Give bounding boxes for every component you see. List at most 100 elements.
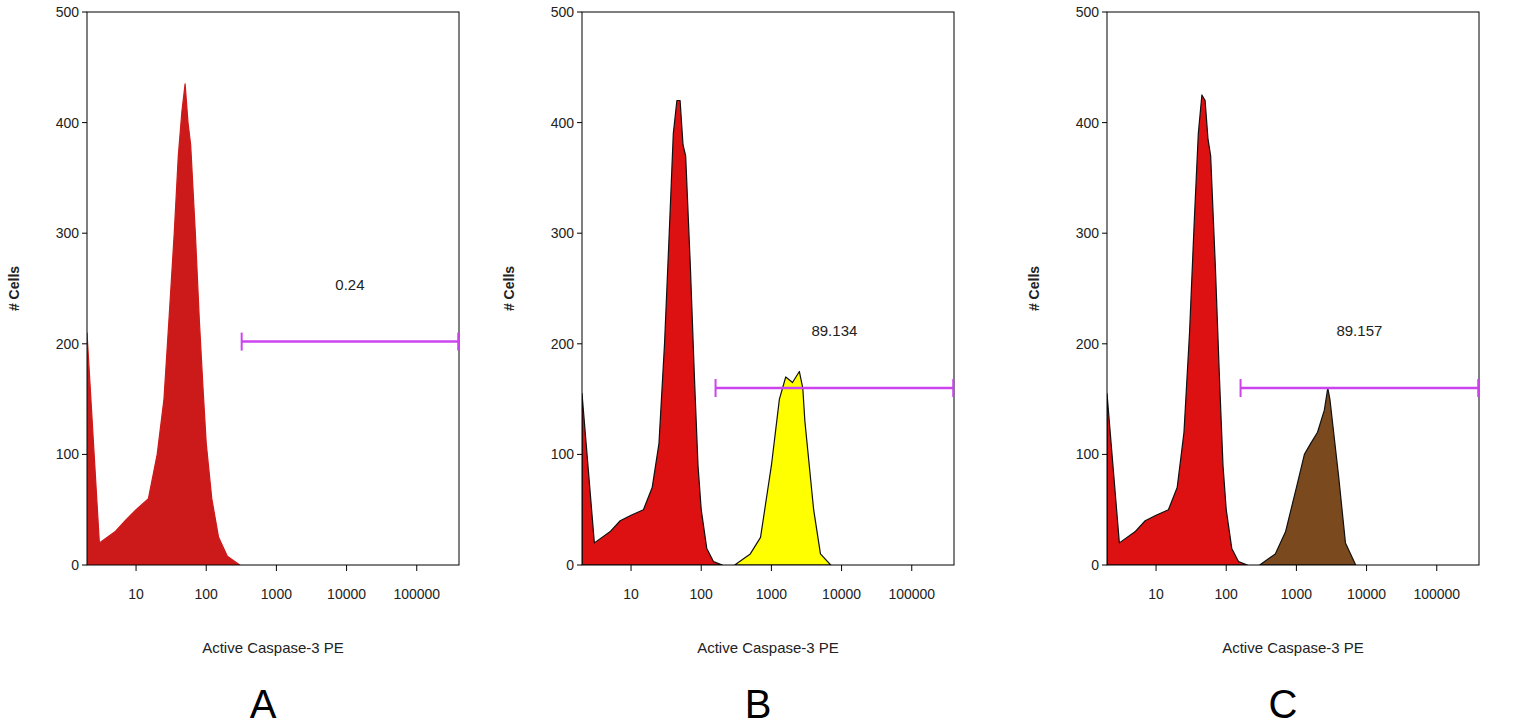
histogram-area: [87, 84, 240, 565]
y-tick: [1102, 122, 1107, 123]
x-axis-label: Active Caspase-3 PE: [202, 639, 344, 656]
y-tick: [1102, 343, 1107, 344]
y-tick-label: 400: [551, 115, 575, 131]
x-tick: [1366, 565, 1367, 571]
x-tick: [206, 565, 207, 571]
x-tick: [1226, 565, 1227, 571]
histogram-area: [582, 100, 722, 565]
y-tick: [82, 565, 87, 566]
panel-label: A: [250, 682, 277, 726]
x-tick: [911, 565, 912, 571]
gate: 89.157: [1241, 322, 1479, 397]
y-tick-label: 500: [1076, 4, 1100, 20]
x-tick-label: 1000: [756, 586, 787, 602]
x-tick: [346, 565, 347, 571]
panel: 0 100 200 300 400 500 10 100 1000 10000 100000 Acti…: [6, 4, 459, 726]
gate-cap: [241, 333, 243, 351]
x-tick-label: 100000: [393, 586, 440, 602]
y-tick: [82, 122, 87, 123]
y-tick: [1102, 233, 1107, 234]
gate: 89.134: [716, 322, 954, 397]
x-axis-label: Active Caspase-3 PE: [697, 639, 839, 656]
y-tick: [82, 343, 87, 344]
plot-frame: [582, 12, 954, 565]
figure: 010020030040050010100100010000100000Acti…: [0, 0, 1515, 726]
gate-cap: [952, 379, 954, 397]
y-tick-label: 0: [566, 557, 574, 573]
y-tick: [577, 454, 582, 455]
x-tick: [1436, 565, 1437, 571]
gate-label: 89.134: [811, 322, 857, 339]
gate-line: [716, 387, 954, 390]
y-axis-label: # Cells: [501, 266, 517, 311]
y-tick: [1102, 12, 1107, 13]
y-tick-label: 300: [56, 225, 80, 241]
y-tick: [82, 454, 87, 455]
y-tick-label: 200: [56, 336, 80, 352]
x-tick: [1296, 565, 1297, 571]
histogram-area: [1107, 95, 1247, 565]
x-tick: [1156, 565, 1157, 571]
y-tick-label: 400: [1076, 115, 1100, 131]
x-tick-label: 10: [128, 586, 144, 602]
panel: 010020030040050010100100010000100000Acti…: [501, 4, 954, 726]
y-tick-label: 100: [551, 446, 575, 462]
x-tick-label: 10000: [327, 586, 366, 602]
plot-frame: [87, 12, 459, 565]
marks: [1107, 95, 1356, 565]
x-tick-label: 100: [690, 586, 714, 602]
gate-cap: [1240, 379, 1242, 397]
x-tick: [701, 565, 702, 571]
y-tick: [577, 12, 582, 13]
x-tick: [841, 565, 842, 571]
y-tick: [577, 233, 582, 234]
x-tick-label: 10: [623, 586, 639, 602]
y-tick-label: 100: [56, 446, 80, 462]
marks: [582, 100, 831, 565]
gate-cap: [1477, 379, 1479, 397]
histogram-area: [735, 371, 831, 565]
x-tick-label: 100: [1215, 586, 1239, 602]
x-tick-label: 100: [195, 586, 219, 602]
x-tick: [136, 565, 137, 571]
x-tick: [416, 565, 417, 571]
y-tick-label: 200: [1076, 336, 1100, 352]
x-tick-label: 10000: [822, 586, 861, 602]
plot-background: [582, 12, 954, 565]
x-tick: [771, 565, 772, 571]
gate-line: [1241, 387, 1479, 390]
y-tick-label: 100: [1076, 446, 1100, 462]
x-tick-label: 10000: [1347, 586, 1386, 602]
y-tick: [577, 343, 582, 344]
y-tick-label: 500: [551, 4, 575, 20]
gate-label: 89.157: [1336, 322, 1382, 339]
y-axis-label: # Cells: [1026, 266, 1042, 311]
x-tick: [631, 565, 632, 571]
x-axis-label: Active Caspase-3 PE: [1222, 639, 1364, 656]
gate-cap: [457, 333, 459, 351]
x-tick-label: 1000: [261, 586, 292, 602]
x-tick-label: 100000: [1413, 586, 1460, 602]
y-tick: [577, 122, 582, 123]
histogram-area: [1260, 388, 1356, 565]
plot-background: [1107, 12, 1479, 565]
y-tick: [577, 565, 582, 566]
y-tick-label: 400: [56, 115, 80, 131]
y-tick: [82, 12, 87, 13]
y-axis-label: # Cells: [6, 266, 22, 311]
x-tick: [276, 565, 277, 571]
y-tick: [1102, 565, 1107, 566]
panel: 010020030040050010100100010000100000Acti…: [1026, 4, 1479, 726]
y-tick-label: 300: [551, 225, 575, 241]
gate-label: 0.24: [335, 276, 364, 293]
y-tick: [82, 233, 87, 234]
panel-label: C: [1269, 682, 1298, 726]
x-tick-label: 1000: [1281, 586, 1312, 602]
marks: [87, 84, 240, 565]
y-tick-label: 300: [1076, 225, 1100, 241]
y-tick-label: 0: [71, 557, 79, 573]
gate-line: [242, 340, 459, 343]
y-tick: [1102, 454, 1107, 455]
y-tick-label: 500: [56, 4, 80, 20]
panel-label: B: [745, 682, 772, 726]
